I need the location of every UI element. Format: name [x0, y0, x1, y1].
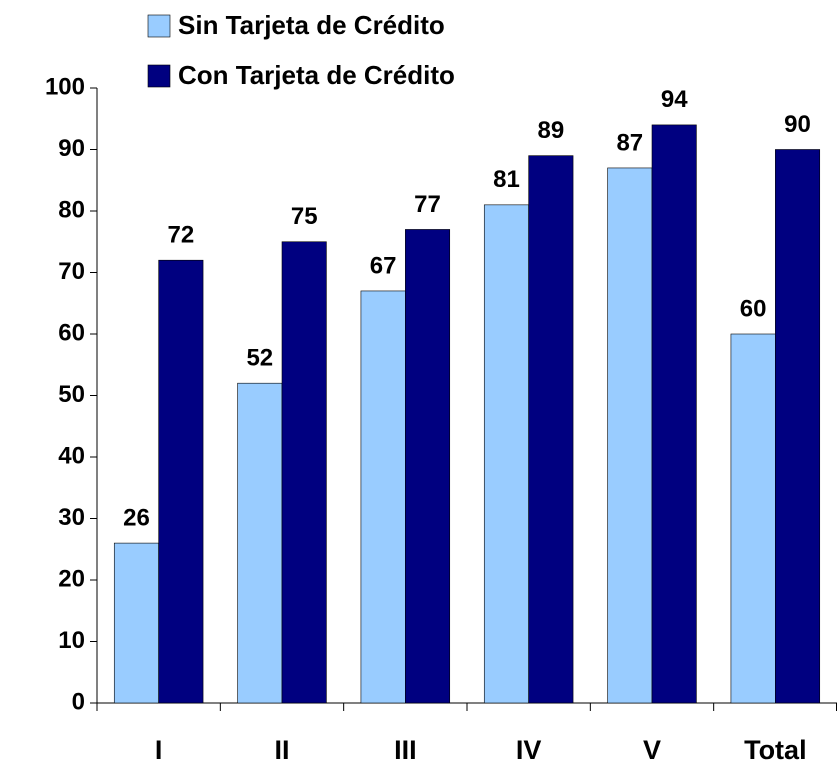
legend-swatch — [147, 64, 171, 88]
legend-label: Sin Tarjeta de Crédito — [178, 10, 445, 40]
y-tick-label: 70 — [58, 258, 85, 285]
y-tick-label: 100 — [45, 73, 85, 100]
data-label: 52 — [246, 345, 273, 372]
data-label: 26 — [123, 504, 150, 531]
y-tick-label: 0 — [72, 688, 85, 715]
bar — [483, 204, 529, 704]
x-tick-label: III — [394, 735, 417, 765]
y-tick-label: 30 — [58, 504, 85, 531]
bar — [113, 542, 159, 704]
bar — [158, 259, 204, 704]
bar — [528, 155, 574, 704]
data-label: 90 — [784, 111, 811, 138]
x-tick-label: V — [643, 735, 661, 765]
bar — [237, 382, 283, 704]
data-label: 77 — [414, 191, 441, 218]
bar — [607, 167, 653, 704]
bar — [775, 149, 821, 704]
data-label: 89 — [538, 117, 565, 144]
bar — [651, 124, 697, 704]
y-tick-label: 20 — [58, 565, 85, 592]
y-tick-label: 60 — [58, 319, 85, 346]
legend-label: Con Tarjeta de Crédito — [178, 60, 455, 90]
y-tick-label: 90 — [58, 135, 85, 162]
bar — [281, 241, 327, 704]
y-tick-label: 40 — [58, 442, 85, 469]
bar — [730, 333, 776, 704]
y-tick-label: 10 — [58, 627, 85, 654]
x-tick-label: I — [155, 735, 163, 765]
data-label: 94 — [661, 86, 688, 113]
data-label: 81 — [493, 166, 520, 193]
x-tick-label: II — [274, 735, 289, 765]
x-tick-label: IV — [516, 735, 542, 765]
y-tick-label: 50 — [58, 381, 85, 408]
bar — [405, 229, 451, 704]
x-tick-label: Total — [744, 735, 807, 765]
y-tick-label: 80 — [58, 196, 85, 223]
legend-swatch — [147, 14, 171, 38]
bar — [360, 290, 406, 704]
data-label: 60 — [740, 295, 767, 322]
data-label: 67 — [370, 252, 397, 279]
data-label: 87 — [616, 129, 643, 156]
data-label: 75 — [291, 203, 318, 230]
data-label: 72 — [168, 222, 195, 249]
